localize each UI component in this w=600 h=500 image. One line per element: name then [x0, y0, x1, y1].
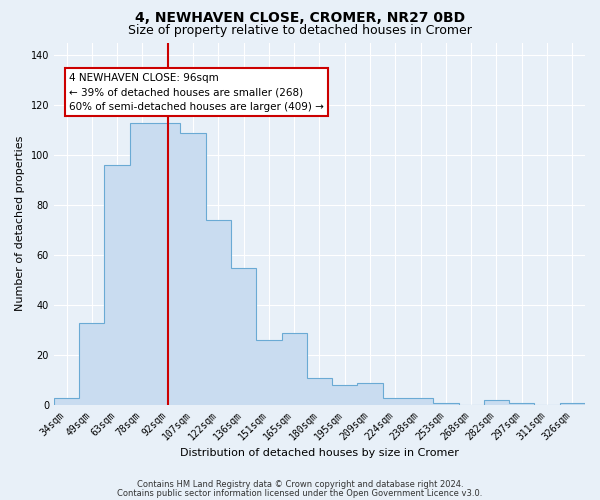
Text: 4, NEWHAVEN CLOSE, CROMER, NR27 0BD: 4, NEWHAVEN CLOSE, CROMER, NR27 0BD	[135, 11, 465, 25]
Text: Size of property relative to detached houses in Cromer: Size of property relative to detached ho…	[128, 24, 472, 37]
Y-axis label: Number of detached properties: Number of detached properties	[15, 136, 25, 312]
Text: Contains HM Land Registry data © Crown copyright and database right 2024.: Contains HM Land Registry data © Crown c…	[137, 480, 463, 489]
Text: 4 NEWHAVEN CLOSE: 96sqm
← 39% of detached houses are smaller (268)
60% of semi-d: 4 NEWHAVEN CLOSE: 96sqm ← 39% of detache…	[69, 72, 324, 112]
Text: Contains public sector information licensed under the Open Government Licence v3: Contains public sector information licen…	[118, 488, 482, 498]
X-axis label: Distribution of detached houses by size in Cromer: Distribution of detached houses by size …	[180, 448, 459, 458]
